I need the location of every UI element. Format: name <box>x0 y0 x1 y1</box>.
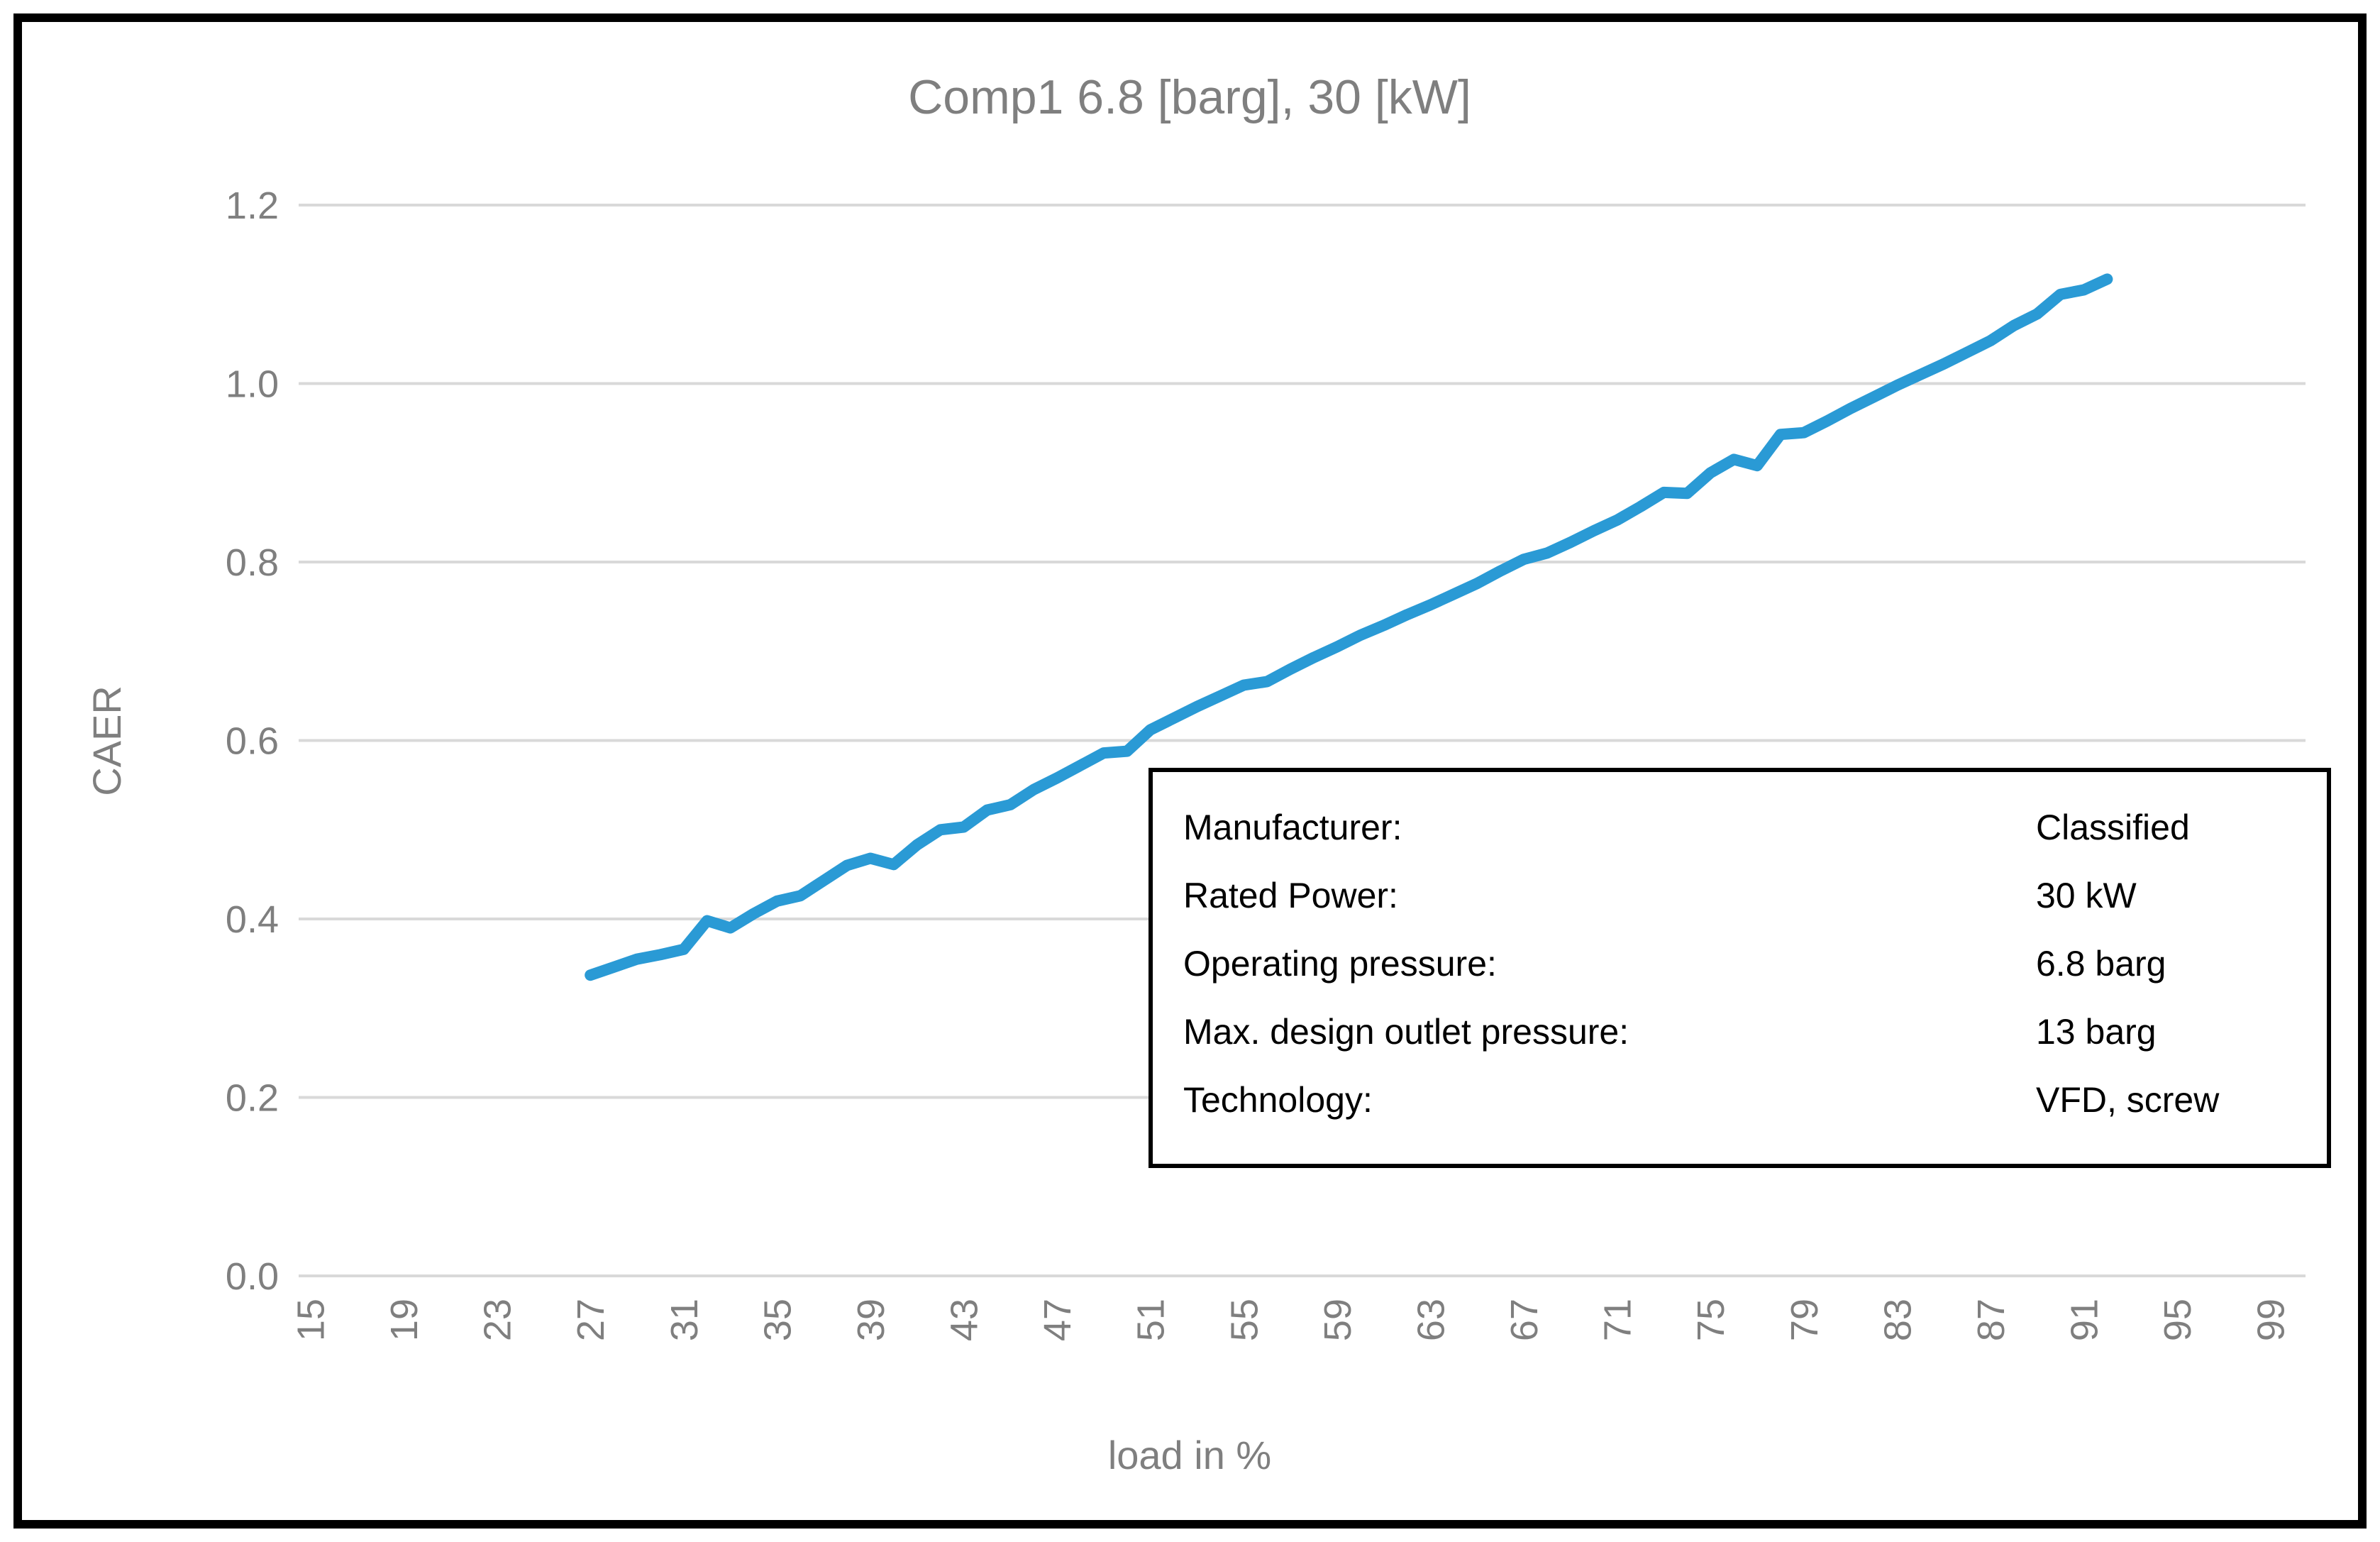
x-tick-label-79: 79 <box>1783 1299 1826 1341</box>
y-tick-label-1.2: 1.2 <box>226 185 279 227</box>
x-tick-label-71: 71 <box>1597 1299 1639 1341</box>
x-tick-label-47: 47 <box>1036 1299 1079 1341</box>
x-tick-label-27: 27 <box>570 1299 612 1341</box>
x-tick-label-31: 31 <box>663 1299 706 1341</box>
info-box: Manufacturer: Classified Rated Power: 30… <box>1149 768 2331 1168</box>
info-value-max-design-outlet-pressure: 13 barg <box>2036 1012 2157 1052</box>
x-tick-label-19: 19 <box>383 1299 426 1341</box>
caer-series-line <box>585 273 2113 981</box>
x-tick-label-75: 75 <box>1690 1299 1732 1341</box>
y-tick-label-0.2: 0.2 <box>226 1077 279 1120</box>
y-axis-tick-labels: 0.0 0.2 0.4 0.6 0.8 1.0 1.2 <box>226 185 279 1298</box>
x-tick-label-63: 63 <box>1410 1299 1452 1341</box>
x-tick-label-43: 43 <box>943 1299 986 1341</box>
info-label-max-design-outlet-pressure: Max. design outlet pressure: <box>1183 1012 1629 1052</box>
x-tick-label-51: 51 <box>1130 1299 1173 1341</box>
info-label-operating-pressure: Operating pressure: <box>1183 944 1497 984</box>
info-box-rect <box>1149 768 2331 1168</box>
x-tick-label-95: 95 <box>2157 1299 2199 1341</box>
x-tick-label-91: 91 <box>2063 1299 2105 1341</box>
info-label-technology: Technology: <box>1183 1080 1373 1120</box>
y-tick-label-0.6: 0.6 <box>226 720 279 763</box>
x-axis-title: load in % <box>1108 1433 1271 1477</box>
info-value-manufacturer: Classified <box>2036 808 2190 847</box>
x-tick-label-67: 67 <box>1503 1299 1546 1341</box>
info-value-operating-pressure: 6.8 barg <box>2036 944 2166 984</box>
x-tick-label-39: 39 <box>850 1299 892 1341</box>
y-tick-label-0.4: 0.4 <box>226 898 279 941</box>
y-tick-label-0.0: 0.0 <box>226 1255 279 1298</box>
x-tick-label-35: 35 <box>756 1299 799 1341</box>
x-axis-tick-labels: 15 19 23 27 31 35 39 43 47 51 55 59 63 67 71 75 79 83 87 91… <box>289 1299 2292 1341</box>
x-tick-label-55: 55 <box>1223 1299 1266 1341</box>
chart-frame <box>13 13 2367 1529</box>
x-tick-label-83: 83 <box>1876 1299 1919 1341</box>
x-tick-label-59: 59 <box>1317 1299 1359 1341</box>
x-tick-label-15: 15 <box>289 1299 332 1341</box>
info-value-technology: VFD, screw <box>2036 1080 2220 1120</box>
y-axis-title: CAER <box>84 685 129 796</box>
info-value-rated-power: 30 kW <box>2036 876 2137 915</box>
y-tick-label-1.0: 1.0 <box>226 363 279 406</box>
x-tick-label-99: 99 <box>2250 1299 2293 1341</box>
info-label-manufacturer: Manufacturer: <box>1183 808 1402 847</box>
x-tick-label-87: 87 <box>1970 1299 2013 1341</box>
y-tick-label-0.8: 0.8 <box>226 541 279 584</box>
chart-title: Comp1 6.8 [barg], 30 [kW] <box>908 70 1471 124</box>
info-label-rated-power: Rated Power: <box>1183 876 1398 915</box>
x-tick-label-23: 23 <box>477 1299 519 1341</box>
